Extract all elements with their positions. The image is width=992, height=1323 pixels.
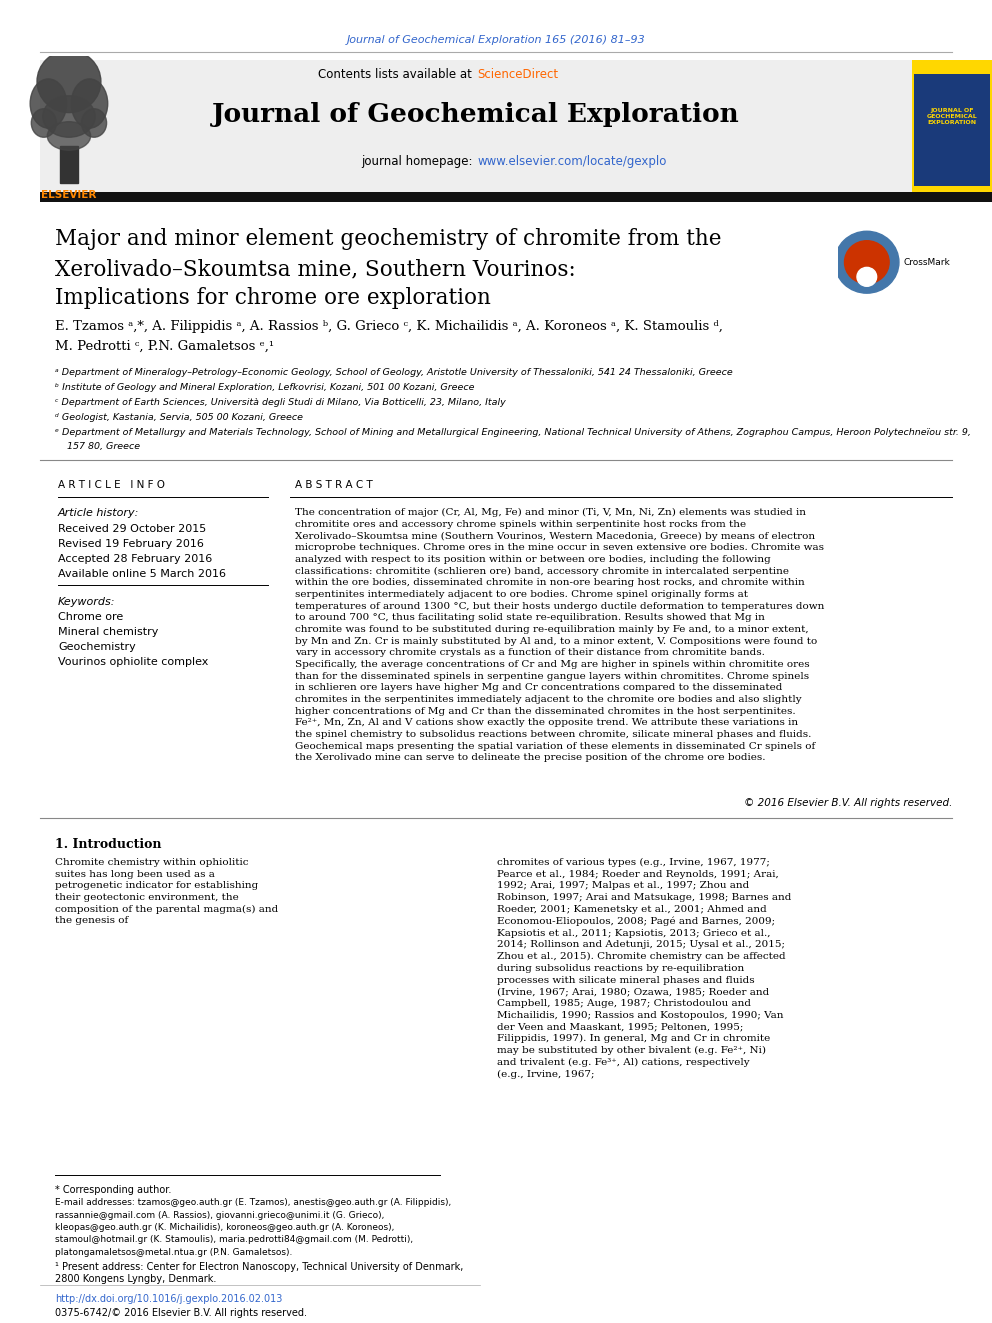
Text: journal homepage:: journal homepage: — [361, 155, 476, 168]
Text: A B S T R A C T: A B S T R A C T — [295, 480, 373, 490]
Text: Article history:: Article history: — [58, 508, 139, 519]
Circle shape — [857, 267, 877, 286]
FancyBboxPatch shape — [912, 60, 992, 192]
Text: Keywords:: Keywords: — [58, 597, 115, 607]
Text: JOURNAL OF
GEOCHEMICAL
EXPLORATION: JOURNAL OF GEOCHEMICAL EXPLORATION — [927, 108, 977, 126]
Text: Journal of Geochemical Exploration: Journal of Geochemical Exploration — [212, 102, 740, 127]
Text: Mineral chemistry: Mineral chemistry — [58, 627, 159, 636]
Text: ᵉ Department of Metallurgy and Materials Technology, School of Mining and Metall: ᵉ Department of Metallurgy and Materials… — [55, 429, 971, 437]
Circle shape — [844, 241, 889, 283]
Text: ᵈ Geologist, Kastania, Servia, 505 00 Kozani, Greece: ᵈ Geologist, Kastania, Servia, 505 00 Ko… — [55, 413, 303, 422]
Text: © 2016 Elsevier B.V. All rights reserved.: © 2016 Elsevier B.V. All rights reserved… — [744, 798, 952, 808]
Text: ¹ Present address: Center for Electron Nanoscopy, Technical University of Denmar: ¹ Present address: Center for Electron N… — [55, 1262, 463, 1271]
Text: The concentration of major (Cr, Al, Mg, Fe) and minor (Ti, V, Mn, Ni, Zn) elemen: The concentration of major (Cr, Al, Mg, … — [295, 508, 824, 762]
Text: Revised 19 February 2016: Revised 19 February 2016 — [58, 538, 204, 549]
Text: http://dx.doi.org/10.1016/j.gexplo.2016.02.013: http://dx.doi.org/10.1016/j.gexplo.2016.… — [55, 1294, 283, 1304]
Text: rassannie@gmail.com (A. Rassios), giovanni.grieco@unimi.it (G. Grieco),: rassannie@gmail.com (A. Rassios), giovan… — [55, 1211, 384, 1220]
Bar — [60, 147, 78, 183]
Text: * Corresponding author.: * Corresponding author. — [55, 1185, 172, 1195]
Text: 0375-6742/© 2016 Elsevier B.V. All rights reserved.: 0375-6742/© 2016 Elsevier B.V. All right… — [55, 1308, 307, 1318]
Text: 2800 Kongens Lyngby, Denmark.: 2800 Kongens Lyngby, Denmark. — [55, 1274, 216, 1285]
FancyBboxPatch shape — [914, 74, 990, 187]
Text: Xerolivado–Skoumtsa mine, Southern Vourinos:: Xerolivado–Skoumtsa mine, Southern Vouri… — [55, 258, 575, 280]
FancyBboxPatch shape — [40, 192, 992, 202]
Text: Chromite chemistry within ophiolitic
suites has long been used as a
petrogenetic: Chromite chemistry within ophiolitic sui… — [55, 859, 278, 926]
Text: 157 80, Greece: 157 80, Greece — [55, 442, 140, 451]
Text: ELSEVIER: ELSEVIER — [42, 191, 96, 200]
Text: E. Tzamos ᵃ,*, A. Filippidis ᵃ, A. Rassios ᵇ, G. Grieco ᶜ, K. Michailidis ᵃ, A. : E. Tzamos ᵃ,*, A. Filippidis ᵃ, A. Rassi… — [55, 320, 723, 333]
Text: M. Pedrotti ᶜ, P.N. Gamaletsos ᵉ,¹: M. Pedrotti ᶜ, P.N. Gamaletsos ᵉ,¹ — [55, 340, 274, 353]
Text: stamoul@hotmail.gr (K. Stamoulis), maria.pedrotti84@gmail.com (M. Pedrotti),: stamoul@hotmail.gr (K. Stamoulis), maria… — [55, 1236, 413, 1245]
Text: Contents lists available at: Contents lists available at — [318, 67, 476, 81]
Text: Implications for chrome ore exploration: Implications for chrome ore exploration — [55, 287, 491, 310]
Text: 1. Introduction: 1. Introduction — [55, 837, 162, 851]
Text: Available online 5 March 2016: Available online 5 March 2016 — [58, 569, 226, 579]
Text: Accepted 28 February 2016: Accepted 28 February 2016 — [58, 554, 212, 564]
Ellipse shape — [48, 122, 90, 151]
Text: E-mail addresses: tzamos@geo.auth.gr (E. Tzamos), anestis@geo.auth.gr (A. Filipp: E-mail addresses: tzamos@geo.auth.gr (E.… — [55, 1199, 451, 1207]
Ellipse shape — [71, 79, 108, 128]
Text: Chrome ore: Chrome ore — [58, 613, 123, 622]
Text: kleopas@geo.auth.gr (K. Michailidis), koroneos@geo.auth.gr (A. Koroneos),: kleopas@geo.auth.gr (K. Michailidis), ko… — [55, 1222, 395, 1232]
Text: ᵇ Institute of Geology and Mineral Exploration, Lefkovrisi, Kozani, 501 00 Kozan: ᵇ Institute of Geology and Mineral Explo… — [55, 382, 474, 392]
Text: Geochemistry: Geochemistry — [58, 642, 136, 652]
Ellipse shape — [30, 79, 66, 128]
Ellipse shape — [32, 108, 57, 138]
Text: ᵃ Department of Mineralogy–Petrology–Economic Geology, School of Geology, Aristo: ᵃ Department of Mineralogy–Petrology–Eco… — [55, 368, 733, 377]
Text: A R T I C L E   I N F O: A R T I C L E I N F O — [58, 480, 165, 490]
Text: www.elsevier.com/locate/gexplo: www.elsevier.com/locate/gexplo — [477, 155, 667, 168]
Text: chromites of various types (e.g., Irvine, 1967, 1977;
Pearce et al., 1984; Roede: chromites of various types (e.g., Irvine… — [497, 859, 792, 1078]
FancyBboxPatch shape — [40, 60, 912, 192]
Text: CrossMark: CrossMark — [904, 258, 950, 267]
Ellipse shape — [43, 95, 95, 138]
Text: Received 29 October 2015: Received 29 October 2015 — [58, 524, 206, 534]
Text: ScienceDirect: ScienceDirect — [477, 67, 558, 81]
Circle shape — [834, 232, 899, 294]
Text: Vourinos ophiolite complex: Vourinos ophiolite complex — [58, 658, 208, 667]
Text: Major and minor element geochemistry of chromite from the: Major and minor element geochemistry of … — [55, 228, 721, 250]
Ellipse shape — [81, 108, 106, 138]
Text: ᶜ Department of Earth Sciences, Università degli Studi di Milano, Via Botticelli: ᶜ Department of Earth Sciences, Universi… — [55, 398, 506, 407]
Text: platongamaletsos@metal.ntua.gr (P.N. Gamaletsos).: platongamaletsos@metal.ntua.gr (P.N. Gam… — [55, 1248, 293, 1257]
Text: Journal of Geochemical Exploration 165 (2016) 81–93: Journal of Geochemical Exploration 165 (… — [346, 34, 646, 45]
Ellipse shape — [37, 50, 101, 112]
